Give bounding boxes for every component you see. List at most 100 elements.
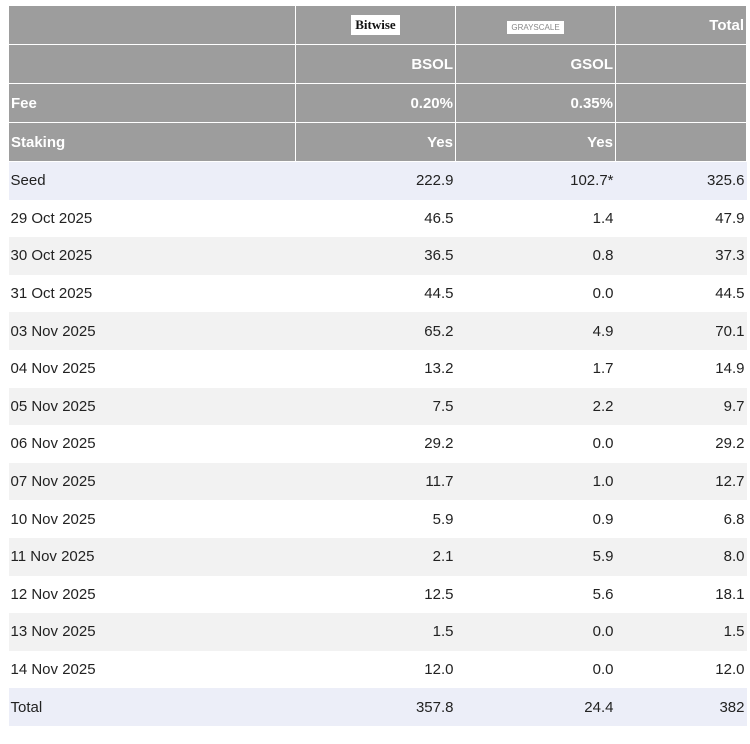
cell-value: 70.1 — [615, 312, 747, 350]
row-label: Staking — [8, 122, 296, 162]
cell-value: 1.7 — [455, 349, 616, 388]
cell-value: 325.6 — [615, 161, 747, 200]
cell-value: 12.5 — [295, 575, 456, 614]
ticker: BSOL — [295, 44, 456, 84]
logo-cell: GRAYSCALE — [455, 5, 616, 45]
row-label: 12 Nov 2025 — [8, 575, 296, 614]
row-label: 30 Oct 2025 — [8, 237, 296, 275]
flows-table: Bitwise GRAYSCALE Total BSOL GSOL Fee 0.20% 0.3… — [8, 5, 747, 726]
row-label: 29 Oct 2025 — [8, 199, 296, 238]
cell-value: 0.9 — [455, 500, 616, 538]
header-cell — [615, 44, 747, 84]
logo-cell: Bitwise — [295, 5, 456, 45]
cell-value: 1.5 — [615, 613, 747, 651]
cell-value: 6.8 — [615, 500, 747, 538]
cell-value: 0.0 — [455, 425, 616, 463]
row-label: 03 Nov 2025 — [8, 312, 296, 350]
data-row: 07 Nov 2025 11.7 1.0 12.7 — [8, 462, 747, 501]
row-label: 14 Nov 2025 — [8, 650, 296, 689]
data-row: 12 Nov 2025 12.5 5.6 18.1 — [8, 575, 747, 614]
cell-value: 29.2 — [615, 425, 747, 463]
data-row: 04 Nov 2025 13.2 1.7 14.9 — [8, 349, 747, 388]
cell-value: 11.7 — [295, 462, 456, 501]
cell-value: 5.9 — [295, 500, 456, 538]
header-row: Staking Yes Yes — [8, 122, 747, 162]
cell-value: 44.5 — [615, 274, 747, 313]
cell-value: 8.0 — [615, 537, 747, 576]
header-value: Yes — [295, 122, 456, 162]
data-row: 14 Nov 2025 12.0 0.0 12.0 — [8, 650, 747, 689]
cell-value: 0.0 — [455, 650, 616, 689]
cell-value: 222.9 — [295, 161, 456, 200]
data-row: 30 Oct 2025 36.5 0.8 37.3 — [8, 237, 747, 275]
data-row: Seed 222.9 102.7* 325.6 — [8, 161, 747, 200]
header-row: Fee 0.20% 0.35% — [8, 83, 747, 123]
cell-value: 18.1 — [615, 575, 747, 614]
row-label: 31 Oct 2025 — [8, 274, 296, 313]
data-row: 13 Nov 2025 1.5 0.0 1.5 — [8, 613, 747, 651]
cell-value: 2.1 — [295, 537, 456, 576]
cell-value: 9.7 — [615, 387, 747, 426]
cell-value: 46.5 — [295, 199, 456, 238]
cell-value: 357.8 — [295, 688, 456, 726]
cell-value: 12.0 — [615, 650, 747, 689]
data-row: 05 Nov 2025 7.5 2.2 9.7 — [8, 387, 747, 426]
row-label: 05 Nov 2025 — [8, 387, 296, 426]
header-cell — [8, 44, 296, 84]
cell-value: 65.2 — [295, 312, 456, 350]
row-label: Fee — [8, 83, 296, 123]
cell-value: 1.5 — [295, 613, 456, 651]
data-row: 11 Nov 2025 2.1 5.9 8.0 — [8, 537, 747, 576]
header-row: Bitwise GRAYSCALE Total — [8, 5, 747, 45]
header-value: Yes — [455, 122, 616, 162]
row-label: 10 Nov 2025 — [8, 500, 296, 538]
data-row: 31 Oct 2025 44.5 0.0 44.5 — [8, 274, 747, 313]
header-value: 0.20% — [295, 83, 456, 123]
header-cell — [8, 5, 296, 45]
cell-value: 12.0 — [295, 650, 456, 689]
row-label: 07 Nov 2025 — [8, 462, 296, 501]
header-cell — [615, 83, 747, 123]
row-label: 13 Nov 2025 — [8, 613, 296, 651]
header-row: BSOL GSOL — [8, 44, 747, 84]
cell-value: 7.5 — [295, 387, 456, 426]
header-cell: Total — [615, 5, 747, 45]
cell-value: 29.2 — [295, 425, 456, 463]
data-row: 29 Oct 2025 46.5 1.4 47.9 — [8, 199, 747, 238]
cell-value: 2.2 — [455, 387, 616, 426]
data-row: 10 Nov 2025 5.9 0.9 6.8 — [8, 500, 747, 538]
cell-value: 102.7* — [455, 161, 616, 200]
logo: Bitwise — [351, 15, 400, 35]
row-label: 06 Nov 2025 — [8, 425, 296, 463]
cell-value: 44.5 — [295, 274, 456, 313]
cell-value: 37.3 — [615, 237, 747, 275]
row-label: Seed — [8, 161, 296, 200]
ticker: GSOL — [455, 44, 616, 84]
data-row: 06 Nov 2025 29.2 0.0 29.2 — [8, 425, 747, 463]
cell-value: 0.0 — [455, 613, 616, 651]
row-label: 04 Nov 2025 — [8, 349, 296, 388]
cell-value: 12.7 — [615, 462, 747, 501]
table-body: Bitwise GRAYSCALE Total BSOL GSOL Fee 0.20% 0.3… — [8, 5, 747, 726]
cell-value: 382 — [615, 688, 747, 726]
cell-value: 1.0 — [455, 462, 616, 501]
cell-value: 5.9 — [455, 537, 616, 576]
cell-value: 24.4 — [455, 688, 616, 726]
cell-value: 1.4 — [455, 199, 616, 238]
logo: GRAYSCALE — [507, 20, 564, 34]
cell-value: 5.6 — [455, 575, 616, 614]
header-cell — [615, 122, 747, 162]
cell-value: 0.8 — [455, 237, 616, 275]
cell-value: 4.9 — [455, 312, 616, 350]
row-label: Total — [8, 688, 296, 726]
header-value: 0.35% — [455, 83, 616, 123]
cell-value: 0.0 — [455, 274, 616, 313]
cell-value: 14.9 — [615, 349, 747, 388]
cell-value: 36.5 — [295, 237, 456, 275]
data-row: Total 357.8 24.4 382 — [8, 688, 747, 726]
data-row: 03 Nov 2025 65.2 4.9 70.1 — [8, 312, 747, 350]
cell-value: 13.2 — [295, 349, 456, 388]
cell-value: 47.9 — [615, 199, 747, 238]
row-label: 11 Nov 2025 — [8, 537, 296, 576]
